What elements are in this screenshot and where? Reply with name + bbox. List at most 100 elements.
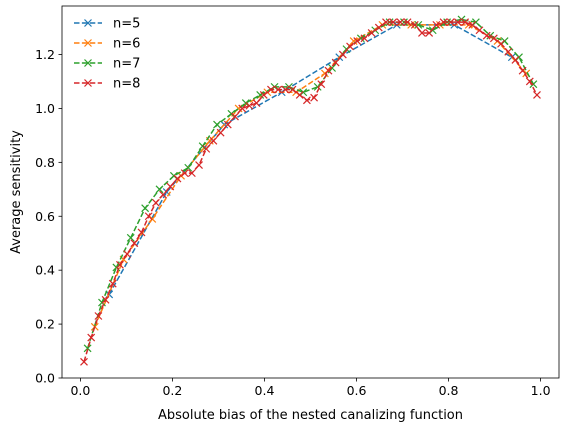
data-point	[195, 161, 203, 169]
y-tick-label: 0.6	[35, 209, 55, 224]
data-point	[169, 171, 178, 180]
y-tick-label: 0.4	[35, 263, 55, 278]
series-n=7	[83, 15, 538, 353]
legend-item-n=6: n=6	[74, 37, 140, 52]
data-point	[148, 215, 157, 223]
data-point	[295, 91, 304, 99]
data-point	[515, 53, 523, 62]
data-point	[155, 185, 164, 194]
y-tick-label: 0.2	[35, 317, 55, 332]
data-point	[130, 239, 139, 248]
legend-label: n=8	[113, 77, 140, 92]
data-point	[403, 18, 412, 27]
legend-marker	[84, 59, 92, 67]
data-point	[94, 312, 103, 320]
x-axis-label: Absolute bias of the nested canalizing f…	[158, 408, 463, 423]
legend-item-n=7: n=7	[74, 57, 140, 72]
data-point	[187, 169, 196, 178]
data-point	[216, 128, 225, 137]
data-point	[80, 357, 88, 366]
data-point	[338, 50, 347, 59]
legend-marker	[84, 79, 92, 87]
data-point	[360, 34, 369, 43]
y-tick-label: 1.0	[35, 101, 55, 116]
data-point	[317, 80, 326, 89]
legend-label: n=7	[113, 57, 140, 72]
data-point	[518, 66, 527, 75]
data-point	[213, 120, 221, 129]
data-point	[418, 29, 426, 37]
data-point	[461, 18, 470, 27]
series-line	[83, 21, 538, 363]
legend-marker	[84, 19, 92, 27]
x-tick-label: 0.4	[255, 383, 275, 398]
legend-item-n=5: n=5	[74, 17, 140, 32]
data-point	[331, 58, 340, 67]
data-point	[151, 198, 160, 207]
plot-frame	[61, 5, 560, 379]
data-point	[198, 142, 207, 151]
ticks-layer: 0.0 0.2 0.4 0.6 0.8 1.0 0.0 0.2 0.4 0.6 0.8 1.0 1.2	[35, 47, 550, 398]
x-tick-label: 1.0	[531, 383, 551, 398]
data-point	[256, 91, 265, 99]
data-point	[482, 31, 491, 40]
x-tick-label: 0.0	[70, 383, 90, 398]
data-point	[471, 18, 480, 27]
data-point	[267, 85, 275, 94]
data-point	[98, 298, 106, 307]
y-axis-label: Average sensitivity	[9, 130, 24, 254]
data-point	[126, 233, 135, 242]
data-point	[259, 91, 268, 99]
data-point	[223, 120, 232, 129]
y-tick-label: 0.0	[35, 371, 55, 386]
data-point	[410, 20, 419, 29]
data-point	[231, 112, 239, 121]
series-n=8	[80, 18, 541, 366]
legend-label: n=5	[113, 17, 140, 32]
data-point	[428, 26, 437, 35]
data-point	[245, 101, 254, 110]
data-point	[83, 344, 92, 353]
data-point	[468, 20, 477, 29]
data-point	[241, 99, 250, 107]
data-point	[489, 34, 498, 43]
data-point	[353, 37, 362, 45]
data-point	[382, 18, 390, 27]
data-point	[166, 182, 175, 191]
x-tick-label: 0.2	[162, 383, 182, 398]
data-point	[324, 66, 333, 75]
data-point	[281, 85, 290, 94]
data-point	[453, 18, 462, 27]
data-point	[446, 18, 455, 27]
series-layer	[80, 15, 541, 366]
data-point	[123, 250, 132, 258]
data-point	[374, 23, 383, 32]
data-point	[414, 20, 423, 29]
data-point	[209, 136, 218, 145]
data-point	[141, 204, 150, 213]
legend-label: n=6	[113, 37, 140, 52]
data-point	[486, 31, 495, 40]
data-point	[238, 104, 247, 113]
data-point	[389, 18, 398, 27]
data-point	[500, 37, 509, 45]
data-point	[116, 260, 124, 269]
data-point	[425, 29, 434, 37]
data-point	[367, 29, 376, 37]
data-point	[439, 18, 448, 27]
data-point	[533, 91, 541, 99]
data-point	[101, 295, 110, 304]
legend-item-n=8: n=8	[74, 77, 140, 92]
data-point	[529, 80, 538, 89]
legend: n=5 n=6 n=7 n=8	[74, 17, 140, 92]
data-point	[87, 333, 96, 342]
series-line	[94, 24, 527, 328]
data-point	[108, 279, 117, 288]
data-point	[137, 228, 146, 237]
data-point	[299, 88, 308, 97]
data-point	[320, 69, 329, 78]
data-point	[252, 99, 261, 107]
x-tick-label: 0.6	[347, 383, 367, 398]
